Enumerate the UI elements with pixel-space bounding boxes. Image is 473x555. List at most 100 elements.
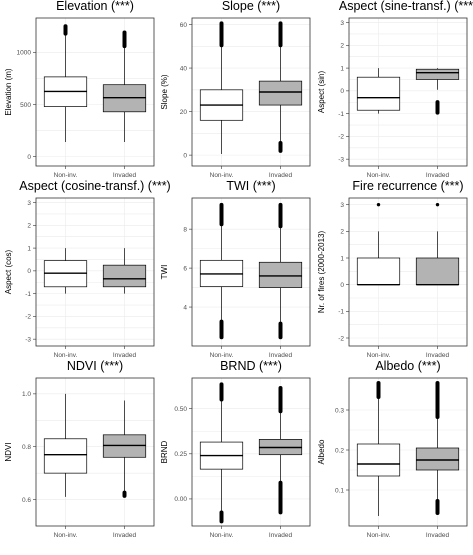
box-non-invaded — [43, 24, 88, 143]
y-tick-label: 0 — [183, 152, 187, 159]
y-tick-label: 0.6 — [22, 497, 31, 504]
outlier-band — [278, 202, 283, 229]
chart-panel: TWI (***) TWI 4 6 8 Non-inv. Invaded — [160, 179, 311, 359]
x-tick-label: Invaded — [426, 532, 450, 539]
y-tick-label: 0 — [27, 268, 31, 275]
y-tick-label: 0.2 — [335, 447, 344, 454]
box-invaded — [102, 248, 147, 294]
plot-frame — [191, 17, 311, 167]
x-tick-label: Non-inv. — [367, 532, 391, 539]
chart-title: Aspect (sine-transf.) (***) — [339, 0, 473, 13]
box-non-invaded — [356, 68, 401, 114]
iqr-box — [356, 443, 401, 477]
box-non-invaded — [199, 382, 244, 524]
y-tick-label: -1 — [25, 291, 31, 298]
plot-frame — [35, 17, 155, 167]
y-tick-label: 0.50 — [174, 406, 187, 413]
outlier-band — [278, 21, 283, 48]
y-tick-label: -2 — [338, 134, 344, 141]
outlier-band — [278, 480, 283, 515]
iqr-box — [258, 261, 303, 288]
iqr-box — [102, 264, 147, 288]
box-non-invaded — [199, 202, 244, 340]
outlier-band — [435, 499, 440, 515]
plot-frame — [348, 197, 468, 347]
chart-panel: BRND (***) BRND 0.00 0.25 0.50 Non-inv. Invade… — [160, 359, 311, 539]
x-tick-label: Non-inv. — [210, 532, 234, 539]
y-tick-label: 3 — [340, 20, 344, 27]
x-tick-label: Invaded — [269, 172, 293, 179]
outlier-band — [278, 141, 283, 153]
chart-title: Slope (***) — [222, 0, 280, 13]
y-tick-label: 0 — [340, 88, 344, 95]
chart-title: Fire recurrence (***) — [352, 179, 463, 193]
y-axis-label: BRND — [160, 440, 169, 463]
box-invaded — [415, 68, 460, 115]
outlier-band — [219, 21, 224, 48]
y-tick-label: 1 — [340, 255, 344, 262]
iqr-box — [415, 68, 460, 80]
y-tick-label: 0 — [340, 282, 344, 289]
chart-title: NDVI (***) — [67, 359, 123, 373]
box-non-invaded — [199, 21, 244, 155]
chart-title: Albedo (***) — [375, 359, 440, 373]
y-tick-label: -3 — [25, 336, 31, 343]
iqr-box — [43, 438, 88, 474]
chart-panel: Albedo (***) Albedo 0.1 0.2 0.3 Non-inv. Invad… — [317, 359, 468, 539]
outlier-band — [278, 321, 283, 340]
y-tick-label: -2 — [338, 335, 344, 342]
box-invaded — [258, 202, 303, 340]
outlier-band — [278, 386, 283, 414]
y-axis-label: Nr. of fires (2000-2013) — [317, 231, 326, 314]
outlier-band — [63, 24, 68, 36]
y-axis-label: Albedo — [317, 439, 326, 464]
y-tick-label: 1 — [27, 245, 31, 252]
chart-title: TWI (***) — [226, 179, 275, 193]
chart-panel: Aspect (cosine-transf.) (***) Aspect (cos… — [4, 179, 171, 359]
chart-panel: Slope (***) Slope (%) 0 20 40 60 Non-inv. Invad… — [160, 0, 311, 179]
x-tick-label: Non-inv. — [54, 172, 78, 179]
iqr-box — [415, 447, 460, 471]
iqr-box — [356, 76, 401, 111]
y-tick-label: 4 — [183, 304, 187, 311]
y-tick-label: 1 — [340, 65, 344, 72]
y-tick-label: 0.1 — [335, 487, 344, 494]
box-non-invaded — [43, 393, 88, 497]
y-tick-label: 0.8 — [22, 444, 31, 451]
outlier-point — [435, 202, 440, 207]
y-tick-label: 60 — [180, 22, 188, 29]
x-tick-label: Invaded — [113, 352, 137, 359]
y-tick-label: 2 — [340, 43, 344, 50]
outlier-band — [435, 100, 440, 115]
y-tick-label: 6 — [183, 265, 187, 272]
box-invaded — [258, 386, 303, 515]
outlier-band — [376, 381, 381, 399]
x-tick-label: Non-inv. — [210, 172, 234, 179]
chart-title: Aspect (cosine-transf.) (***) — [19, 179, 170, 193]
y-axis-label: Aspect (cos) — [4, 249, 13, 294]
outlier-band — [122, 490, 127, 498]
plot-frame — [35, 197, 155, 347]
x-tick-label: Non-inv. — [54, 532, 78, 539]
plot-frame — [35, 377, 155, 527]
box-non-invaded — [356, 202, 401, 286]
plot-frame — [348, 17, 468, 167]
plot-frame — [191, 197, 311, 347]
box-invaded — [102, 30, 147, 143]
outlier-point — [376, 202, 381, 207]
outlier-band — [219, 319, 224, 340]
y-tick-label: 8 — [183, 226, 187, 233]
iqr-box — [258, 80, 303, 106]
iqr-box — [356, 257, 401, 286]
outlier-band — [219, 202, 224, 227]
box-invaded — [258, 21, 303, 153]
y-axis-label: TWI — [160, 265, 169, 280]
x-tick-label: Invaded — [113, 532, 137, 539]
chart-panel: NDVI (***) NDVI 0.6 0.8 1.0 Non-inv. Invaded — [4, 359, 155, 539]
y-tick-label: 3 — [340, 202, 344, 209]
y-tick-label: 2 — [27, 223, 31, 230]
plot-frame — [348, 377, 468, 527]
y-tick-label: -1 — [338, 111, 344, 118]
x-tick-label: Non-inv. — [54, 352, 78, 359]
box-non-invaded — [43, 248, 88, 294]
